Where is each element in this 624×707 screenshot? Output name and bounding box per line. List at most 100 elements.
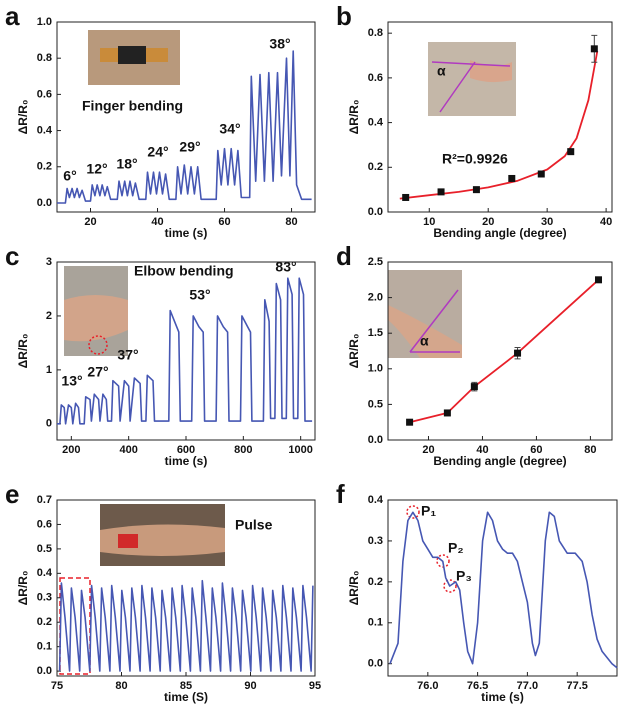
- x-tick-label: 1000: [288, 444, 312, 456]
- x-tick-label: 80: [584, 444, 596, 456]
- annotation: 29°: [179, 139, 200, 155]
- x-axis-label: Bending angle (degree): [433, 454, 566, 468]
- y-tick-label: 0.4: [368, 494, 384, 506]
- y-tick-label: 0.5: [368, 398, 383, 410]
- data-point: [402, 194, 409, 201]
- y-tick-label: 0.3: [368, 535, 383, 547]
- figure: Finger bending 6° 12° 18° 24° 29° 34° 38…: [0, 0, 624, 707]
- y-tick-label: 0.7: [37, 494, 52, 506]
- annotation: P₃: [456, 568, 472, 584]
- x-axis-label: Bending angle (degree): [433, 226, 566, 240]
- y-tick-label: 0.4: [368, 116, 384, 128]
- data-point: [438, 188, 445, 195]
- y-tick-label: 0.8: [368, 27, 383, 39]
- annotation: 18°: [116, 156, 137, 172]
- y-tick-label: 0.0: [368, 658, 383, 670]
- photo-inset: [64, 266, 128, 356]
- annotation: 83°: [275, 259, 296, 275]
- data-point: [406, 419, 413, 426]
- y-axis-label: ΔR/R₀: [347, 334, 361, 369]
- annotation: Finger bending: [82, 98, 183, 114]
- data-line: [60, 581, 313, 671]
- data-point: [514, 350, 521, 357]
- data-point: [591, 45, 598, 52]
- x-tick-label: 95: [309, 680, 321, 692]
- annotation: 24°: [147, 144, 168, 160]
- y-axis-label: ΔR/R₀: [347, 571, 361, 606]
- photo-inset: [88, 30, 180, 85]
- y-tick-label: 0.2: [37, 161, 52, 173]
- photo-inset: [100, 504, 225, 566]
- annotation: R²=0.9926: [442, 151, 508, 167]
- x-tick-label: 80: [285, 216, 297, 228]
- x-tick-label: 40: [600, 216, 612, 228]
- y-tick-label: 3: [46, 256, 52, 268]
- y-tick-label: 0.2: [368, 161, 383, 173]
- data-point: [538, 171, 545, 178]
- panel-letter: c: [5, 241, 19, 271]
- x-tick-label: 20: [84, 216, 96, 228]
- y-tick-label: 0.6: [37, 88, 52, 100]
- annotation: 37°: [117, 347, 138, 363]
- annotation: 53°: [189, 287, 210, 303]
- y-tick-label: 0.2: [368, 576, 383, 588]
- x-axis-label: time (s): [165, 454, 208, 468]
- annotation: P₂: [448, 540, 464, 556]
- y-tick-label: 0.4: [37, 567, 53, 579]
- x-tick-label: 200: [62, 444, 80, 456]
- x-tick-label: 90: [244, 680, 256, 692]
- annotation: 27°: [87, 364, 108, 380]
- annotation: Elbow bending: [134, 263, 234, 279]
- annotation: 13°: [61, 373, 82, 389]
- x-axis-label: time (s): [165, 226, 208, 240]
- annotation: 6°: [63, 168, 76, 184]
- y-axis-label: ΔR/R₀: [347, 100, 361, 135]
- y-axis-label: ΔR/R₀: [16, 100, 30, 135]
- y-tick-label: 0.0: [368, 206, 383, 218]
- x-tick-label: 77.5: [566, 680, 587, 692]
- y-tick-label: 2: [46, 310, 52, 322]
- y-tick-label: 0.1: [37, 641, 52, 653]
- y-tick-label: 0.6: [368, 72, 383, 84]
- data-point: [473, 186, 480, 193]
- y-tick-label: 0.4: [37, 124, 53, 136]
- data-point: [567, 148, 574, 155]
- y-tick-label: 0.6: [37, 518, 52, 530]
- y-tick-label: 0.5: [37, 543, 52, 555]
- plot-frame: [388, 500, 617, 676]
- data-point: [508, 175, 515, 182]
- y-tick-label: 1.0: [368, 363, 383, 375]
- x-axis-label: time (s): [481, 690, 524, 704]
- data-point: [444, 409, 451, 416]
- x-tick-label: 75: [51, 680, 63, 692]
- annotation: P₁: [421, 503, 436, 519]
- y-tick-label: 1: [46, 364, 52, 376]
- data-point: [471, 383, 478, 390]
- annotation: 12°: [86, 161, 107, 177]
- y-tick-label: 0.0: [37, 197, 52, 209]
- panel-letter: f: [336, 479, 345, 509]
- y-tick-label: 2.0: [368, 292, 383, 304]
- y-tick-label: 0.3: [37, 592, 52, 604]
- annotation: α: [420, 333, 429, 349]
- x-tick-label: 400: [119, 444, 137, 456]
- annotation: 38°: [269, 36, 290, 52]
- x-tick-label: 76.0: [417, 680, 438, 692]
- photo-inset: [428, 42, 516, 116]
- data-point: [595, 276, 602, 283]
- y-tick-label: 0.1: [368, 617, 383, 629]
- x-axis-label: time (S): [164, 690, 208, 704]
- annotation: α: [437, 63, 446, 79]
- annotation: Pulse: [235, 517, 273, 533]
- y-tick-label: 0.8: [37, 52, 52, 64]
- x-tick-label: 80: [115, 680, 127, 692]
- panel-letter: a: [5, 1, 20, 31]
- y-tick-label: 0.0: [368, 434, 383, 446]
- y-tick-label: 0.2: [37, 616, 52, 628]
- y-tick-label: 1.5: [368, 327, 383, 339]
- y-axis-label: ΔR/R₀: [16, 571, 30, 606]
- annotation: 34°: [219, 121, 240, 137]
- y-tick-label: 2.5: [368, 256, 383, 268]
- x-tick-label: 60: [218, 216, 230, 228]
- y-tick-label: 1.0: [37, 16, 52, 28]
